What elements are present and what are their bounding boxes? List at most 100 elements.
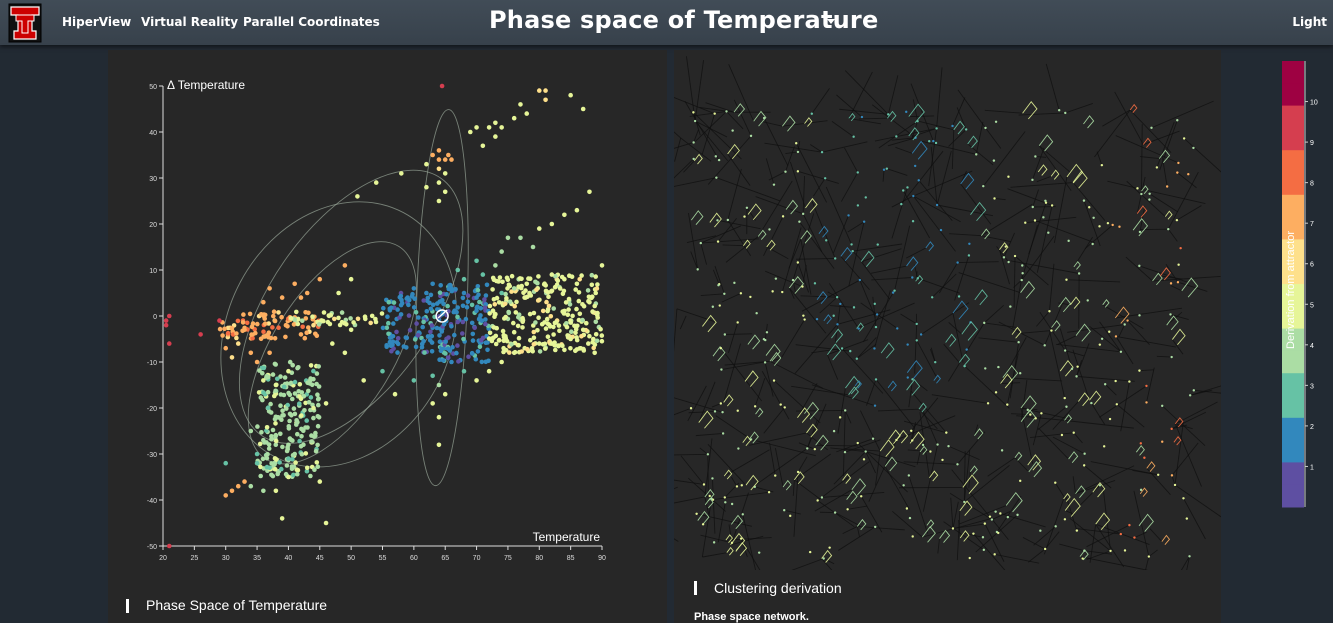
data-point[interactable] [259, 430, 264, 435]
data-point[interactable] [437, 290, 443, 295]
data-point[interactable] [436, 166, 442, 172]
data-point[interactable] [533, 279, 538, 285]
data-point[interactable] [355, 194, 360, 199]
network-node[interactable] [1044, 199, 1047, 203]
network-glyph[interactable] [1102, 299, 1110, 308]
network-node[interactable] [900, 202, 903, 206]
network-node[interactable] [1123, 549, 1127, 552]
data-point[interactable] [568, 318, 573, 323]
network-node[interactable] [915, 322, 918, 326]
network-node[interactable] [906, 343, 909, 346]
network-node[interactable] [855, 357, 859, 360]
network-glyph[interactable] [1020, 395, 1037, 415]
network-glyph[interactable] [921, 525, 936, 543]
network-node[interactable] [1020, 278, 1023, 282]
data-point[interactable] [436, 414, 442, 420]
data-point[interactable] [438, 348, 444, 354]
network-node[interactable] [1013, 254, 1017, 258]
network-glyph[interactable] [755, 407, 764, 418]
data-point[interactable] [438, 283, 444, 288]
network-node[interactable] [1145, 401, 1148, 404]
data-point[interactable] [250, 335, 255, 341]
data-point[interactable] [273, 421, 278, 426]
network-node[interactable] [906, 186, 909, 189]
data-point[interactable] [460, 331, 465, 336]
data-point[interactable] [535, 328, 540, 333]
data-point[interactable] [560, 343, 565, 349]
data-point[interactable] [494, 325, 500, 331]
network-node[interactable] [1139, 488, 1143, 492]
data-point[interactable] [513, 310, 519, 315]
network-node[interactable] [988, 515, 992, 518]
network-node[interactable] [856, 441, 859, 445]
network-glyph[interactable] [823, 314, 832, 325]
network-glyph[interactable] [908, 127, 920, 141]
data-point[interactable] [525, 294, 530, 300]
network-node[interactable] [1176, 280, 1180, 284]
network-node[interactable] [749, 295, 752, 299]
data-point[interactable] [589, 272, 595, 278]
data-point[interactable] [543, 326, 549, 331]
data-point[interactable] [546, 294, 551, 300]
network-node[interactable] [1187, 173, 1190, 176]
data-point[interactable] [258, 395, 264, 400]
network-node[interactable] [895, 438, 898, 442]
network-node[interactable] [701, 523, 705, 526]
network-glyph[interactable] [1075, 323, 1091, 342]
data-point[interactable] [323, 520, 329, 526]
data-point[interactable] [416, 315, 421, 320]
data-point[interactable] [262, 321, 268, 327]
data-point[interactable] [496, 338, 502, 343]
data-point[interactable] [573, 327, 579, 332]
network-node[interactable] [891, 291, 895, 294]
network-glyph[interactable] [712, 345, 726, 362]
network-node[interactable] [1063, 518, 1067, 521]
network-glyph[interactable] [860, 250, 875, 267]
data-point[interactable] [415, 333, 421, 338]
data-point[interactable] [281, 384, 287, 390]
network-node[interactable] [781, 215, 785, 218]
network-glyph[interactable] [1022, 100, 1038, 120]
data-point[interactable] [422, 350, 427, 355]
network-node[interactable] [1063, 349, 1067, 352]
network-node[interactable] [813, 447, 817, 451]
data-point[interactable] [503, 291, 508, 297]
data-point[interactable] [516, 335, 522, 341]
data-point[interactable] [429, 349, 435, 354]
network-glyph[interactable] [958, 353, 971, 367]
data-point[interactable] [272, 466, 278, 472]
network-glyph[interactable] [743, 239, 751, 249]
data-point[interactable] [264, 455, 270, 461]
network-glyph[interactable] [769, 351, 782, 366]
network-node[interactable] [860, 115, 864, 119]
data-point[interactable] [261, 378, 266, 383]
network-node[interactable] [1140, 192, 1143, 196]
data-point[interactable] [493, 120, 498, 126]
data-point[interactable] [314, 371, 320, 376]
data-point[interactable] [491, 297, 497, 302]
data-point[interactable] [573, 287, 578, 292]
data-point[interactable] [450, 345, 455, 350]
data-point[interactable] [436, 180, 442, 185]
data-point[interactable] [270, 325, 275, 330]
network-node[interactable] [945, 431, 948, 434]
network-node[interactable] [913, 164, 917, 168]
data-point[interactable] [259, 312, 264, 317]
network-glyph[interactable] [1066, 163, 1084, 184]
data-point[interactable] [244, 320, 250, 326]
network-glyph[interactable] [856, 518, 867, 531]
data-point[interactable] [386, 331, 391, 337]
network-node[interactable] [1050, 329, 1053, 332]
data-point[interactable] [286, 456, 291, 461]
data-point[interactable] [282, 375, 288, 380]
network-node[interactable] [726, 218, 730, 222]
network-glyph[interactable] [846, 490, 858, 505]
data-point[interactable] [428, 292, 434, 298]
data-point[interactable] [487, 330, 493, 336]
data-point[interactable] [272, 318, 278, 324]
data-point[interactable] [477, 344, 483, 350]
network-node[interactable] [763, 361, 767, 364]
data-point[interactable] [266, 321, 271, 326]
data-point[interactable] [449, 157, 454, 162]
data-point[interactable] [317, 276, 323, 282]
